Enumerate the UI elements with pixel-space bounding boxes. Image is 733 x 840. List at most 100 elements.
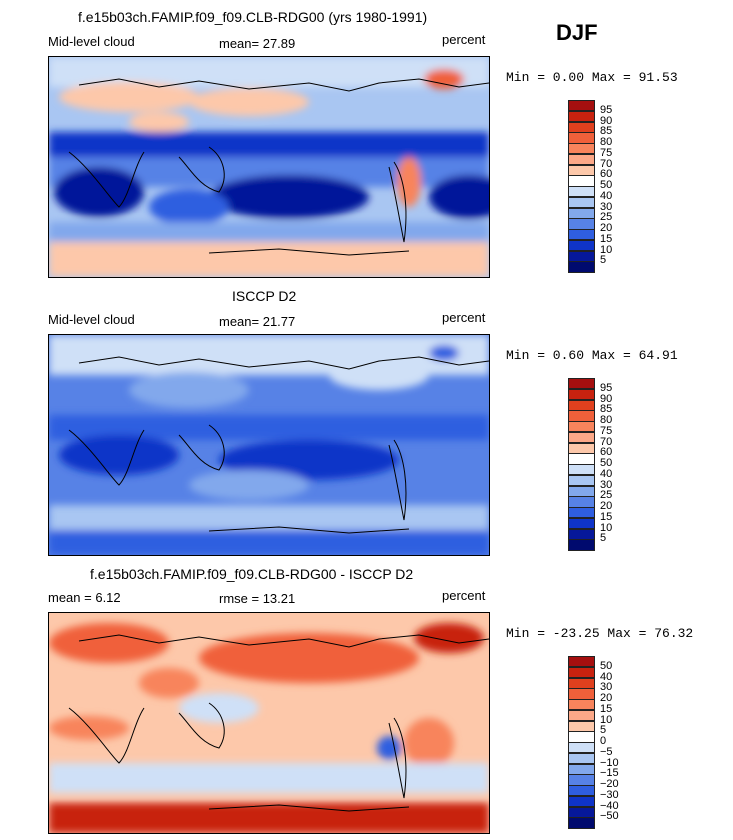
colorbar-tick-label: 90 [600, 114, 613, 127]
colorbar-cell [568, 464, 595, 476]
colorbar-tick-label: 60 [600, 446, 613, 459]
field-label: Mid-level cloud [48, 312, 135, 327]
minmax-label: Min = 0.60 Max = 64.91 [506, 348, 678, 363]
colorbar-tick-label: −10 [600, 756, 619, 769]
units-label: percent [442, 32, 486, 47]
colorbar-tick-label: −5 [600, 745, 613, 758]
colorbar-cell [568, 688, 595, 700]
colorbar-tick-label: 95 [600, 381, 613, 394]
colorbar-cell [568, 731, 595, 743]
colorbar-cell [568, 153, 595, 165]
units-label: percent [442, 588, 486, 603]
colorbar-tick-label: 15 [600, 510, 613, 523]
colorbar-tick-label: −20 [600, 778, 619, 790]
colorbar-tick-label: 40 [600, 670, 613, 683]
colorbar-tick-label: 15 [600, 702, 613, 715]
colorbar-cell [568, 250, 595, 262]
colorbar-tick-label: 5 [600, 254, 607, 267]
colorbar: 95 90 85 80 75 70 60 50 40 30 25 20 15 10 5 [568, 100, 612, 273]
colorbar-tick-label: 30 [600, 478, 613, 491]
colorbar-cell [568, 517, 595, 529]
colorbar-tick-label: 10 [600, 713, 613, 726]
colorbar-tick-label: 60 [600, 168, 613, 181]
colorbar-cell [568, 677, 595, 689]
colorbar-cell [568, 742, 595, 754]
colorbar-tick-label: 5 [600, 532, 607, 545]
colorbar-tick-label: 15 [600, 232, 613, 245]
colorbar-tick-label: 5 [600, 724, 607, 737]
field-label: Mid-level cloud [48, 34, 135, 49]
colorbar-tick-label: −40 [600, 799, 619, 812]
colorbar: 95 90 85 80 75 70 60 50 40 30 25 20 15 10 5 [568, 378, 612, 551]
colorbar-cell [568, 186, 595, 198]
colorbar-tick-label: 0 [600, 735, 607, 747]
mean-label: mean = 6.12 [48, 590, 121, 605]
colorbar-tick-label: 20 [600, 692, 613, 704]
colorbar-cell [568, 399, 595, 411]
panel-title: ISCCP D2 [232, 288, 297, 304]
colorbar-cell [568, 421, 595, 433]
colorbar-tick-label: 70 [600, 435, 613, 448]
colorbar-cell [568, 100, 595, 112]
colorbar-cell [568, 709, 595, 721]
colorbar-cell [568, 474, 595, 486]
colorbar-tick-label: 95 [600, 103, 613, 116]
colorbar-tick-label: 70 [600, 157, 613, 170]
rmse-label: rmse = 13.21 [219, 591, 296, 606]
colorbar-tick-label: 40 [600, 467, 613, 480]
colorbar-tick-label: −30 [600, 788, 619, 801]
colorbar-cell [568, 431, 595, 443]
colorbar-tick-label: −15 [600, 767, 619, 780]
colorbar-tick-label: 85 [600, 125, 613, 138]
colorbar-cell [568, 239, 595, 251]
colorbar-cell [568, 110, 595, 122]
colorbar-cell [568, 774, 595, 786]
colorbar-tick-label: 20 [600, 500, 613, 512]
colorbar-tick-label: 30 [600, 200, 613, 213]
colorbar-cell [568, 261, 595, 273]
colorbar-tick-label: 90 [600, 392, 613, 405]
colorbar-cell [568, 388, 595, 400]
colorbar-cell [568, 164, 595, 176]
colorbar-tick-label: −50 [600, 810, 619, 823]
panel-title: f.e15b03ch.FAMIP.f09_f09.CLB-RDG00 - ISC… [90, 566, 414, 582]
colorbar-tick-label: 10 [600, 243, 613, 256]
colorbar-cell [568, 528, 595, 540]
colorbar-tick-label: 50 [600, 457, 613, 469]
colorbar-cell [568, 699, 595, 711]
colorbar-cell [568, 218, 595, 230]
colorbar-cell [568, 795, 595, 807]
colorbar-tick-label: 80 [600, 136, 613, 148]
season-label: DJF [556, 20, 598, 45]
colorbar-cell [568, 507, 595, 519]
colorbar-tick-label: 85 [600, 403, 613, 416]
colorbar-tick-label: 75 [600, 146, 613, 159]
colorbar-tick-label: 30 [600, 681, 613, 694]
minmax-label: Min = 0.00 Max = 91.53 [506, 70, 678, 85]
colorbar-tick-label: 80 [600, 414, 613, 426]
minmax-label: Min = -23.25 Max = 76.32 [506, 626, 694, 641]
colorbar-cell [568, 666, 595, 678]
colorbar-tick-label: 20 [600, 222, 613, 234]
panel-title: f.e15b03ch.FAMIP.f09_f09.CLB-RDG00 (yrs … [78, 9, 428, 25]
colorbar-cell [568, 442, 595, 454]
colorbar-cell [568, 453, 595, 465]
colorbar-cell [568, 207, 595, 219]
colorbar-cell [568, 485, 595, 497]
colorbar-cell [568, 229, 595, 241]
colorbar-tick-label: 75 [600, 424, 613, 437]
colorbar-cell [568, 132, 595, 144]
colorbar-cell [568, 806, 595, 818]
colorbar-tick-label: 50 [600, 659, 613, 672]
colorbar-tick-label: 25 [600, 211, 613, 224]
mean-label: mean= 21.77 [219, 314, 296, 329]
colorbar-cell [568, 143, 595, 155]
colorbar-cell [568, 656, 595, 668]
mean-label: mean= 27.89 [219, 36, 296, 51]
colorbar-cell [568, 175, 595, 187]
colorbar-tick-label: 40 [600, 189, 613, 202]
colorbar-cell [568, 378, 595, 390]
colorbar-cell [568, 539, 595, 551]
colorbar-tick-label: 10 [600, 521, 613, 534]
colorbar-cell [568, 720, 595, 732]
